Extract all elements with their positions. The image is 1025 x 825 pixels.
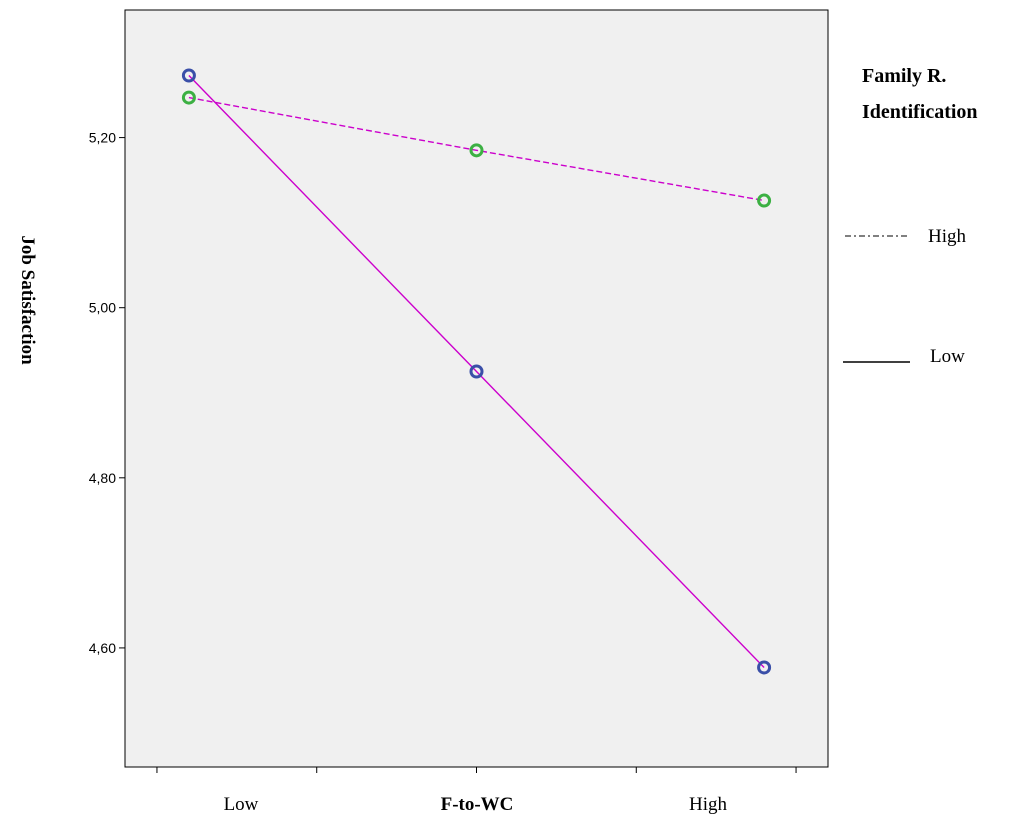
y-tick-label: 4,80 bbox=[89, 470, 116, 486]
data-point-low bbox=[181, 68, 196, 83]
series-line-low bbox=[188, 75, 765, 668]
legend-label-low: Low bbox=[930, 346, 965, 367]
x-category-label-low: Low bbox=[224, 794, 259, 815]
y-axis-label: Job Satisfaction bbox=[17, 235, 38, 365]
y-axis-ticks: 4,60 4,80 5,00 5,20 bbox=[89, 130, 125, 656]
legend-title-line2: Identification bbox=[862, 101, 978, 123]
y-tick-label: 5,20 bbox=[89, 130, 116, 146]
x-category-label-high: High bbox=[689, 794, 728, 815]
y-tick-label: 4,60 bbox=[89, 640, 116, 656]
x-axis-ticks bbox=[156, 767, 797, 773]
data-point-high bbox=[181, 90, 196, 105]
data-point-high bbox=[469, 143, 484, 158]
data-point-low bbox=[469, 364, 484, 379]
series-line-high bbox=[188, 96, 765, 202]
series-layer bbox=[181, 68, 772, 675]
legend: Family R. Identification High Low bbox=[843, 65, 978, 367]
data-point-high bbox=[757, 193, 772, 208]
y-tick-label: 5,00 bbox=[89, 300, 116, 316]
legend-title-line1: Family R. bbox=[862, 65, 946, 87]
x-axis-label: F-to-WC bbox=[441, 794, 514, 815]
data-point-low bbox=[757, 660, 772, 675]
plot-area bbox=[124, 9, 829, 768]
legend-label-high: High bbox=[928, 226, 967, 247]
